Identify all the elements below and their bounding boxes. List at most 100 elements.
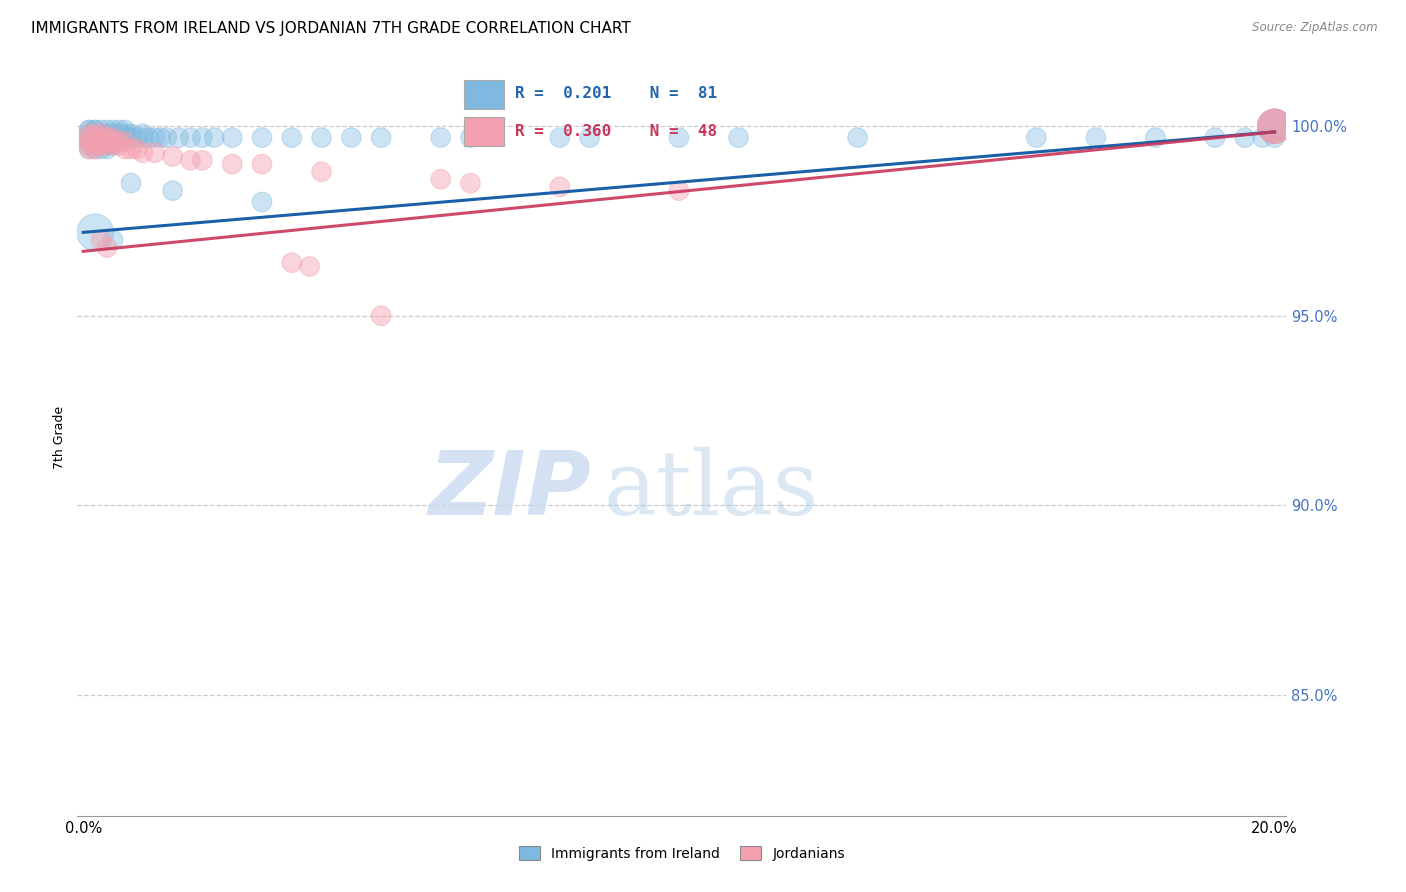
Point (1233, 130, 1256, 145)
Point (460, 176, 482, 190)
Point (90, 134, 112, 148)
Point (162, 149, 184, 163)
Point (179, 153, 201, 168)
Point (1084, 130, 1107, 145)
Point (132, 127, 155, 141)
Point (101, 130, 124, 145)
Point (250, 194, 273, 209)
Point (90, 130, 112, 145)
Point (221, 157, 243, 171)
Point (96, 138, 118, 153)
Point (120, 130, 142, 145)
Text: ZIP: ZIP (429, 447, 592, 533)
Point (191, 130, 214, 145)
Point (101, 127, 124, 141)
Point (727, 130, 749, 145)
Point (108, 130, 131, 145)
Point (668, 130, 690, 145)
Point (120, 142, 142, 156)
Point (132, 130, 155, 145)
Point (460, 130, 482, 145)
Point (77, 130, 100, 145)
Point (221, 130, 243, 145)
Point (1025, 130, 1047, 145)
Point (120, 176, 142, 190)
Point (77, 142, 100, 156)
Point (108, 123, 131, 137)
Point (156, 130, 179, 145)
Point (101, 138, 124, 153)
Point (84, 130, 107, 145)
Point (77, 138, 100, 153)
Point (77, 142, 100, 156)
Y-axis label: 7th Grade: 7th Grade (53, 406, 66, 468)
Point (179, 130, 201, 145)
Point (125, 142, 148, 156)
Point (143, 130, 166, 145)
Point (1264, 119, 1286, 133)
Point (77, 134, 100, 148)
Point (846, 130, 869, 145)
Point (84, 134, 107, 148)
Point (1144, 130, 1167, 145)
Point (90, 233, 112, 247)
Point (340, 130, 363, 145)
Point (1264, 119, 1286, 133)
Point (108, 127, 131, 141)
Text: atlas: atlas (603, 447, 818, 533)
Point (96, 123, 118, 137)
Point (149, 130, 172, 145)
Point (1264, 119, 1286, 133)
Point (132, 145, 155, 160)
Point (96, 142, 118, 156)
Point (1264, 119, 1286, 133)
Point (77, 123, 100, 137)
Point (84, 138, 107, 153)
Point (138, 130, 160, 145)
Point (84, 127, 107, 141)
Point (77, 138, 100, 153)
Point (298, 260, 321, 274)
Point (96, 240, 118, 254)
Text: IMMIGRANTS FROM IRELAND VS JORDANIAN 7TH GRADE CORRELATION CHART: IMMIGRANTS FROM IRELAND VS JORDANIAN 7TH… (31, 21, 631, 36)
Point (191, 153, 214, 168)
Point (114, 134, 136, 148)
Point (108, 134, 131, 148)
Point (114, 142, 136, 156)
Point (96, 130, 118, 145)
Point (101, 130, 124, 145)
Point (96, 130, 118, 145)
Point (77, 130, 100, 145)
Point (370, 130, 392, 145)
Point (84, 123, 107, 137)
Point (77, 127, 100, 141)
Point (84, 142, 107, 156)
Point (101, 134, 124, 148)
Point (84, 127, 107, 141)
Point (1264, 119, 1286, 133)
Point (250, 130, 273, 145)
Point (96, 127, 118, 141)
Point (429, 172, 451, 186)
Point (101, 134, 124, 148)
Point (1264, 119, 1286, 133)
Point (125, 130, 148, 145)
Point (90, 142, 112, 156)
Point (114, 130, 136, 145)
Point (84, 225, 107, 239)
Point (281, 130, 304, 145)
Point (96, 134, 118, 148)
Point (84, 138, 107, 153)
Point (668, 184, 690, 198)
Point (90, 134, 112, 148)
Point (311, 164, 333, 178)
Point (120, 127, 142, 141)
Point (90, 127, 112, 141)
Point (96, 134, 118, 148)
Point (1251, 130, 1274, 145)
Point (548, 179, 571, 194)
Point (84, 142, 107, 156)
Point (108, 134, 131, 148)
Point (84, 134, 107, 148)
Point (77, 134, 100, 148)
